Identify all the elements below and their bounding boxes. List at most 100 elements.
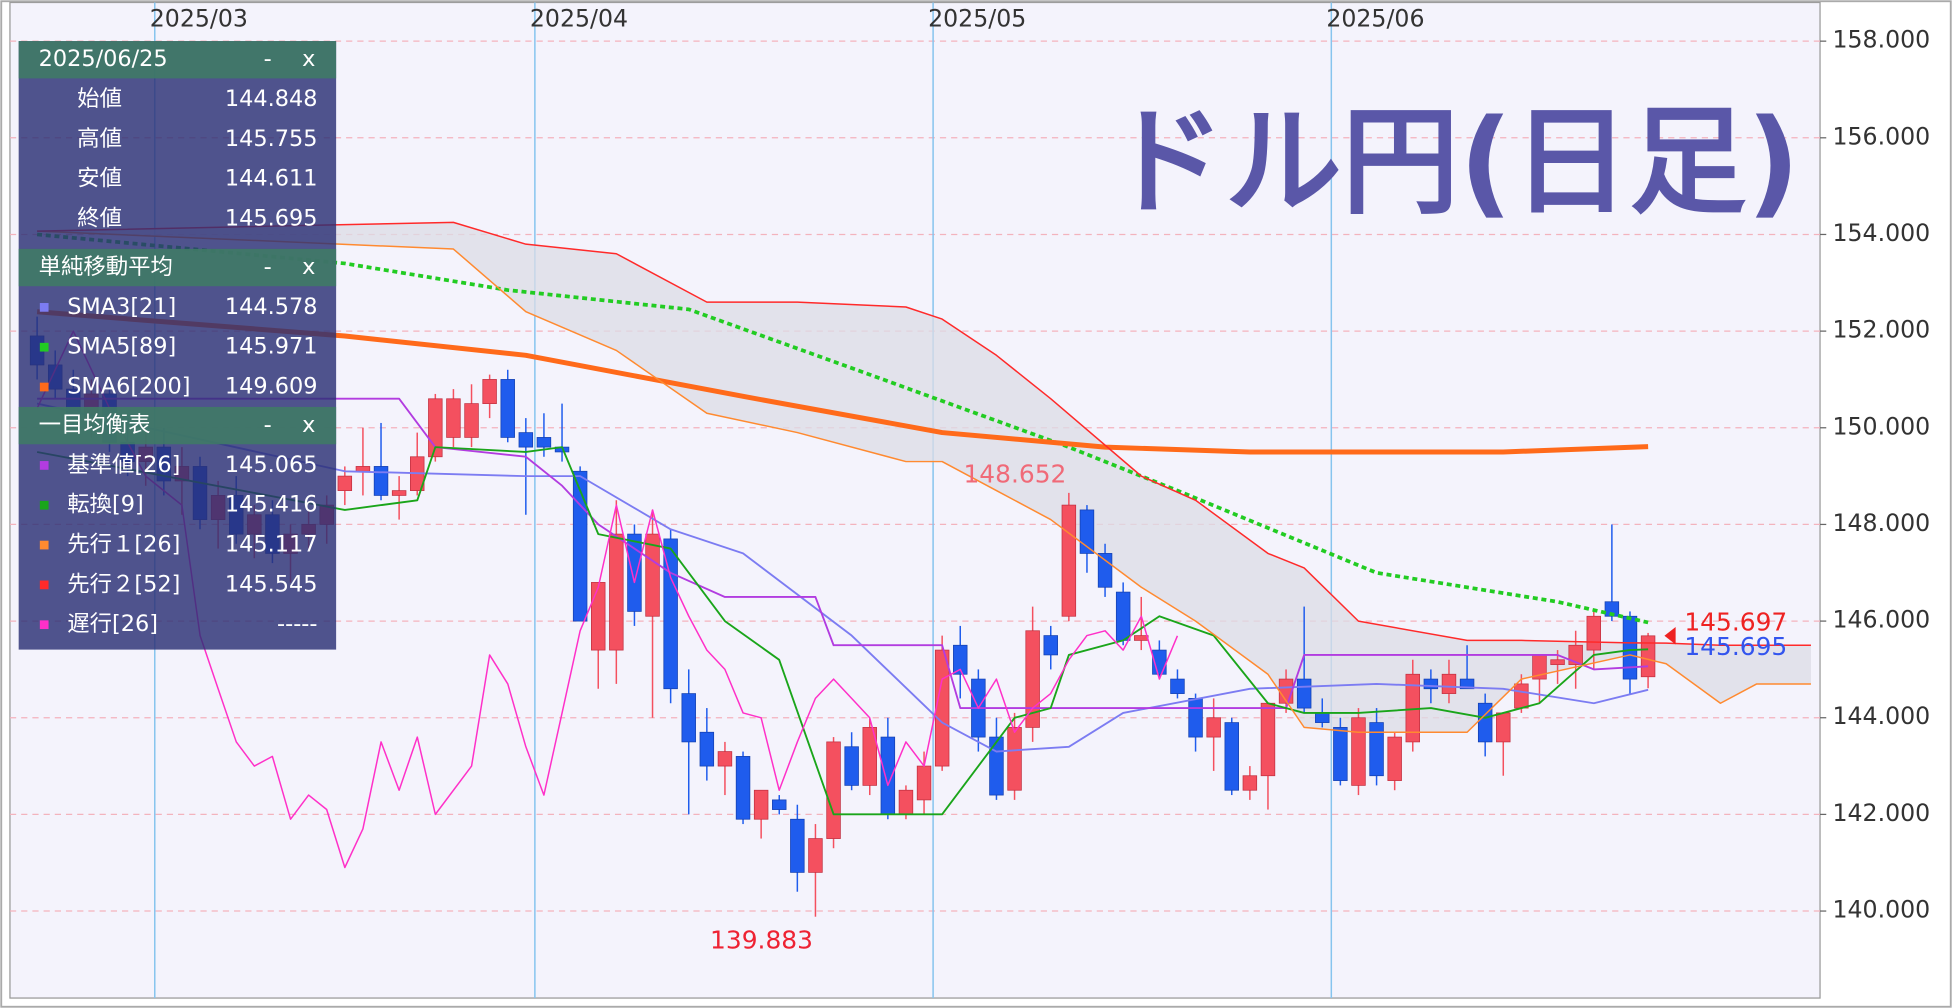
candle-body: [391, 490, 407, 496]
candle-body: [1097, 553, 1113, 588]
panel-value: 145.695: [225, 206, 318, 232]
indicator-line: [36, 330, 1179, 869]
candle-body: [934, 649, 950, 767]
candle-body: [790, 818, 805, 873]
candle-body: [1586, 615, 1602, 651]
candle-body: [753, 789, 769, 820]
y-tick-label: 140.000: [1832, 896, 1930, 924]
legend-label: 先行１[26]: [67, 532, 180, 558]
candle-body: [1061, 504, 1077, 617]
ichimoku-cloud: [37, 222, 1811, 733]
candle-body: [464, 403, 479, 438]
y-tick-label: 156.000: [1832, 122, 1930, 150]
candle-body: [953, 644, 968, 675]
panel-label: 終値: [77, 206, 122, 232]
candle-body: [500, 379, 515, 438]
legend-value: 145.065: [225, 452, 318, 478]
panel-minimize[interactable]: -: [264, 412, 272, 438]
legend-label: 先行２[52]: [67, 571, 180, 597]
price-label: 145.695: [1684, 632, 1787, 661]
candle-body: [862, 727, 877, 786]
candle-body: [446, 398, 461, 438]
x-tick-label: 2025/04: [530, 4, 628, 32]
candle-body: [1188, 698, 1203, 738]
candle-body: [1296, 678, 1312, 709]
candle-body: [572, 470, 588, 622]
y-tick-label: 150.000: [1832, 412, 1930, 440]
candle-body: [627, 533, 642, 612]
legend-value: 145.545: [225, 571, 318, 597]
candle-body: [735, 756, 751, 820]
indicator-line: [37, 397, 1649, 710]
candle-body: [1224, 722, 1239, 791]
candle-body: [1315, 712, 1330, 723]
candle-body: [1387, 736, 1402, 781]
candle-body: [609, 533, 624, 651]
candle-body: [808, 838, 823, 873]
candle-body: [1496, 712, 1511, 743]
panel-value: 144.611: [225, 166, 318, 192]
candle-body: [1134, 635, 1149, 641]
legend-label: SMA5[89]: [67, 334, 176, 360]
candle-body: [1043, 635, 1058, 656]
info-panel: 2025/06/25 - x 始値 144.848 高値 145.755 安値 144.611 終…: [18, 41, 337, 650]
legend-swatch: [39, 303, 49, 312]
indicator-line: [36, 232, 1649, 625]
candle-body: [1007, 727, 1022, 791]
cloud-layer: [37, 222, 1811, 733]
panel-header: [18, 41, 337, 79]
candle-body: [536, 437, 552, 448]
legend-value: -----: [277, 611, 317, 637]
legend-swatch: [39, 342, 49, 352]
legend-swatch: [39, 461, 49, 470]
candle-body: [717, 751, 733, 767]
legend-label: 転換[9]: [67, 492, 144, 518]
legend-swatch: [39, 540, 49, 550]
candle-body: [663, 538, 678, 690]
panel-close[interactable]: x: [302, 254, 315, 280]
panel-label: 始値: [77, 86, 122, 112]
candle-body: [1079, 509, 1095, 554]
candle-body: [1477, 702, 1493, 743]
panel-close[interactable]: x: [302, 412, 315, 438]
price-annotation: 139.883: [710, 926, 813, 955]
candle-body: [772, 799, 787, 810]
panel-label: 安値: [77, 166, 122, 192]
candle-body: [1115, 591, 1131, 641]
candle-body: [645, 533, 660, 617]
candle-body: [355, 466, 371, 472]
panel-minimize[interactable]: -: [264, 46, 272, 72]
candle-body: [1423, 678, 1439, 690]
candle-body: [699, 731, 715, 767]
y-tick-label: 148.000: [1832, 509, 1930, 537]
panel-header-title: 一目均衡表: [39, 412, 151, 438]
candle-body: [1333, 727, 1348, 781]
panel-label: 高値: [77, 126, 122, 152]
legend-value: 145.971: [225, 334, 318, 360]
y-tick-label: 144.000: [1832, 702, 1930, 730]
y-tick-label: 158.000: [1832, 26, 1930, 54]
candle-body: [681, 693, 696, 743]
price-label: 145.697: [1684, 607, 1787, 636]
legend-label: SMA6[200]: [67, 374, 190, 400]
legend-swatch: [39, 620, 49, 630]
panel-header-title: 2025/06/25: [39, 46, 168, 72]
legend-swatch: [39, 382, 49, 392]
legend-swatch: [39, 500, 49, 510]
candle-body: [844, 746, 859, 786]
panel-minimize[interactable]: -: [264, 254, 272, 280]
price-annotation: 148.652: [963, 460, 1066, 489]
legend-value: 149.609: [225, 374, 318, 400]
legend-value: 144.578: [225, 294, 318, 320]
panel-value: 144.848: [225, 86, 318, 112]
panel-header: [18, 406, 337, 445]
panel-header: [18, 248, 337, 287]
y-tick-label: 154.000: [1832, 219, 1930, 247]
panel-close[interactable]: x: [302, 46, 315, 72]
candle-body: [591, 582, 606, 651]
candle-body: [1242, 775, 1258, 791]
